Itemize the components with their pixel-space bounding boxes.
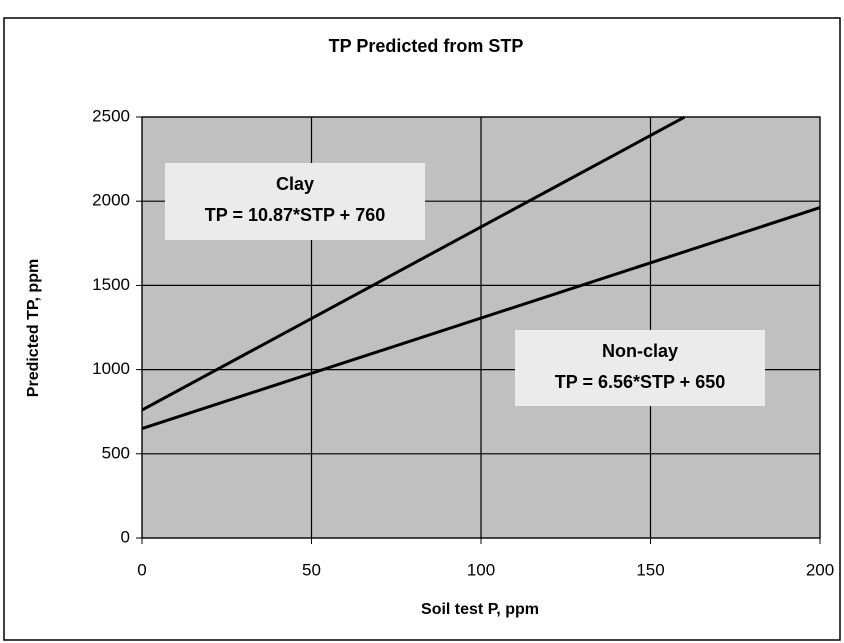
y-tick-label: 2500: [92, 106, 130, 125]
series-line: [141, 206, 821, 430]
y-tick-label: 500: [102, 443, 130, 462]
x-tick-label: 100: [467, 560, 495, 579]
y-tick-label: 2000: [92, 191, 130, 210]
x-tick-label: 200: [806, 560, 834, 579]
x-tick-label: 0: [137, 560, 146, 579]
x-tick-label: 150: [636, 560, 664, 579]
y-tick-label: 0: [121, 527, 130, 546]
annotation-text: TP = 10.87*STP + 760: [205, 205, 385, 225]
x-tick-label: 50: [302, 560, 321, 579]
plot-border: [141, 116, 821, 539]
y-tick-label: 1000: [92, 359, 130, 378]
chart-title: TP Predicted from STP: [329, 36, 524, 56]
x-axis-title: Soil test P, ppm: [421, 601, 539, 618]
annotation-box: [165, 163, 425, 240]
y-tick-label: 1500: [92, 275, 130, 294]
annotation-title: Clay: [276, 174, 314, 194]
annotation-text: TP = 6.56*STP + 650: [555, 372, 725, 392]
series-line: [141, 115, 686, 412]
y-axis-title: Predicted TP, ppm: [25, 259, 42, 397]
annotation-title: Non-clay: [602, 341, 678, 361]
annotation-box: [515, 330, 765, 406]
